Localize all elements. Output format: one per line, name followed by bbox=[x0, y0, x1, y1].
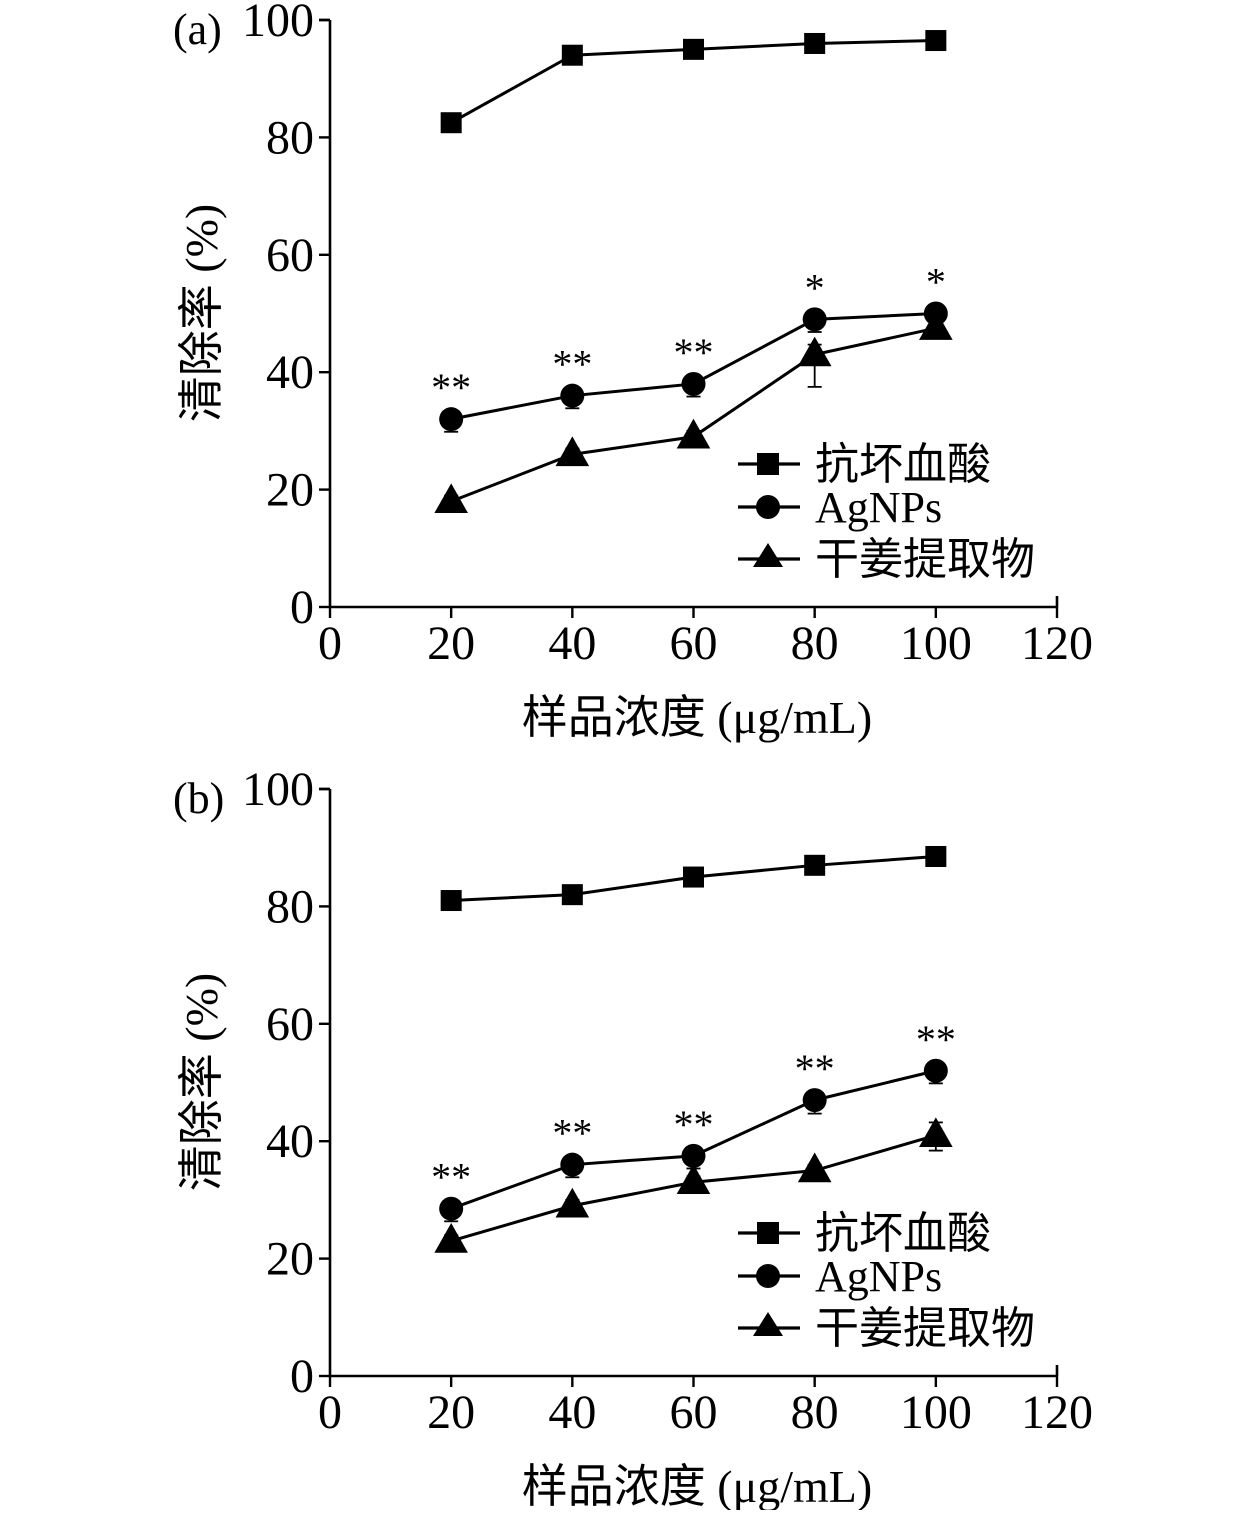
svg-text:**: ** bbox=[431, 365, 471, 410]
svg-text:样品浓度 (μg/mL): 样品浓度 (μg/mL) bbox=[522, 1461, 872, 1510]
svg-text:干姜提取物: 干姜提取物 bbox=[815, 535, 1035, 584]
svg-text:80: 80 bbox=[791, 617, 839, 670]
svg-text:80: 80 bbox=[791, 1386, 839, 1439]
svg-text:20: 20 bbox=[427, 617, 475, 670]
svg-text:抗坏血酸: 抗坏血酸 bbox=[815, 440, 991, 489]
svg-text:**: ** bbox=[552, 1111, 592, 1156]
svg-text:清除率 (%): 清除率 (%) bbox=[176, 204, 227, 422]
svg-text:(a): (a) bbox=[173, 5, 222, 54]
svg-text:100: 100 bbox=[900, 617, 972, 670]
svg-text:0: 0 bbox=[318, 1386, 342, 1439]
svg-text:120: 120 bbox=[1021, 617, 1093, 670]
svg-text:AgNPs: AgNPs bbox=[815, 483, 942, 532]
svg-text:抗坏血酸: 抗坏血酸 bbox=[815, 1209, 991, 1258]
svg-text:0: 0 bbox=[290, 581, 314, 634]
svg-text:60: 60 bbox=[266, 998, 314, 1051]
svg-text:干姜提取物: 干姜提取物 bbox=[815, 1304, 1035, 1353]
svg-text:40: 40 bbox=[548, 617, 596, 670]
svg-text:**: ** bbox=[431, 1155, 471, 1200]
svg-text:*: * bbox=[805, 265, 825, 310]
svg-text:清除率 (%): 清除率 (%) bbox=[176, 973, 227, 1191]
svg-text:60: 60 bbox=[670, 617, 718, 670]
svg-text:100: 100 bbox=[242, 0, 314, 47]
svg-text:40: 40 bbox=[548, 1386, 596, 1439]
svg-text:*: * bbox=[926, 260, 946, 305]
svg-text:60: 60 bbox=[266, 229, 314, 282]
svg-text:40: 40 bbox=[266, 346, 314, 399]
svg-text:**: ** bbox=[552, 342, 592, 387]
svg-text:**: ** bbox=[795, 1046, 835, 1091]
svg-text:0: 0 bbox=[290, 1350, 314, 1403]
svg-text:80: 80 bbox=[266, 111, 314, 164]
svg-text:80: 80 bbox=[266, 880, 314, 933]
svg-text:60: 60 bbox=[670, 1386, 718, 1439]
svg-text:样品浓度 (μg/mL): 样品浓度 (μg/mL) bbox=[522, 692, 872, 743]
svg-text:20: 20 bbox=[427, 1386, 475, 1439]
svg-text:**: ** bbox=[674, 330, 714, 375]
svg-text:20: 20 bbox=[266, 464, 314, 517]
svg-text:AgNPs: AgNPs bbox=[815, 1252, 942, 1301]
svg-text:20: 20 bbox=[266, 1233, 314, 1286]
svg-text:**: ** bbox=[916, 1017, 956, 1062]
svg-text:**: ** bbox=[674, 1102, 714, 1147]
svg-text:40: 40 bbox=[266, 1115, 314, 1168]
svg-text:0: 0 bbox=[318, 617, 342, 670]
svg-text:120: 120 bbox=[1021, 1386, 1093, 1439]
svg-text:100: 100 bbox=[900, 1386, 972, 1439]
svg-text:100: 100 bbox=[242, 763, 314, 816]
svg-text:(b): (b) bbox=[173, 774, 224, 823]
